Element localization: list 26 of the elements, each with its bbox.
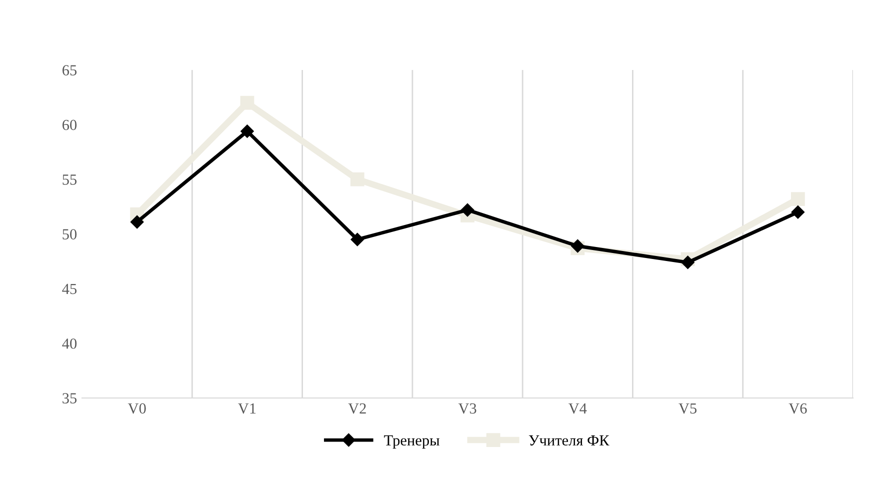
x-tick-label: V3: [458, 403, 476, 414]
legend-label: Тренеры: [384, 435, 440, 449]
y-tick-label: 35: [62, 393, 77, 404]
y-tick-label: 45: [62, 284, 77, 294]
point: [681, 256, 694, 270]
point: [240, 124, 254, 138]
y-tick-label: 55: [62, 174, 77, 185]
point: [350, 172, 364, 186]
point: [571, 239, 584, 253]
y-tick-label: 50: [62, 229, 77, 240]
point: [460, 203, 474, 217]
x-tick-label: V6: [788, 403, 807, 414]
x-tick-label: V0: [128, 403, 146, 414]
x-tick-label: V2: [348, 403, 366, 414]
point: [790, 192, 805, 206]
y-tick-label: 60: [62, 120, 77, 130]
x-tick-label: V1: [238, 403, 256, 414]
point: [240, 96, 254, 110]
x-tick-label: V5: [678, 403, 697, 414]
point: [130, 215, 144, 229]
point: [791, 206, 805, 219]
x-tick-label: V4: [568, 403, 587, 414]
y-tick-label: 40: [62, 338, 77, 349]
legend-label: Учителя ФК: [528, 435, 610, 446]
point: [350, 232, 364, 246]
y-tick-label: 65: [62, 65, 77, 76]
